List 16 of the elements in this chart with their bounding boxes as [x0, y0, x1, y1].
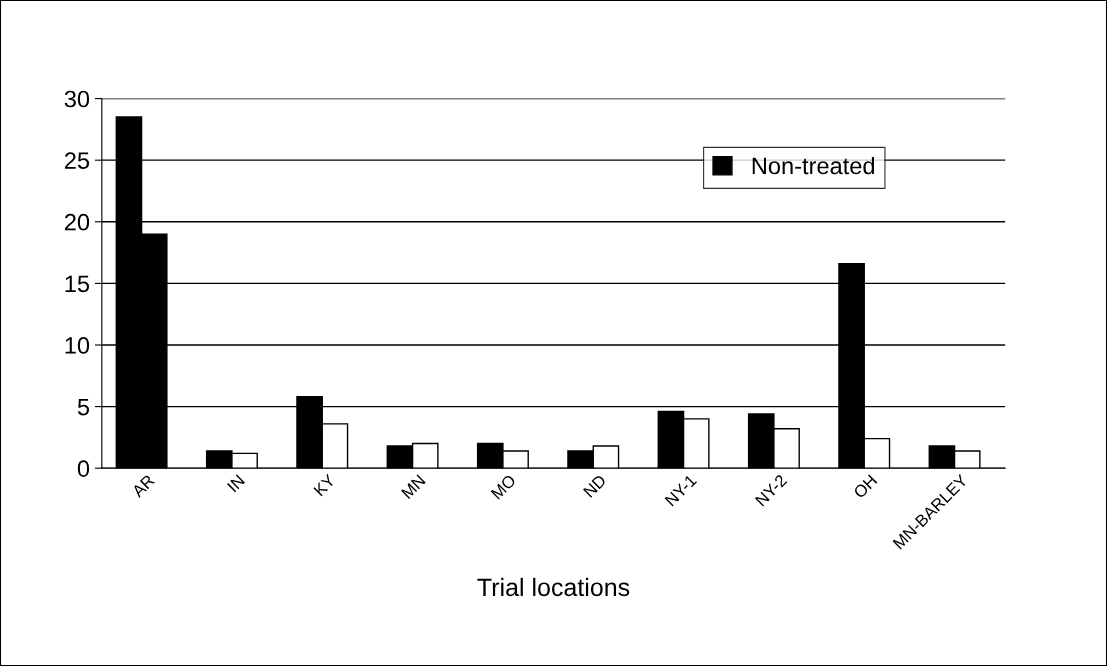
- y-tick-label: 0: [77, 460, 90, 477]
- x-tick-label: AR: [131, 474, 155, 498]
- legend-label: Non-treated: [752, 156, 874, 175]
- x-tick-label: OH: [852, 474, 878, 499]
- x-tick-label: MO: [490, 473, 517, 500]
- x-tick-label: KY: [313, 473, 336, 497]
- y-tick-label: 30: [64, 90, 90, 108]
- y-tick-label: 10: [65, 337, 90, 354]
- y-tick-label: 5: [77, 398, 90, 416]
- x-axis-title: Trial locations: [477, 577, 630, 597]
- y-tick-label: 20: [64, 213, 90, 231]
- x-tick-label: IN: [227, 474, 245, 493]
- x-tick-label: MN: [401, 474, 426, 499]
- y-tick-label: 25: [64, 152, 90, 169]
- x-tick-label: ND: [583, 474, 607, 498]
- y-tick-label: 15: [65, 275, 90, 293]
